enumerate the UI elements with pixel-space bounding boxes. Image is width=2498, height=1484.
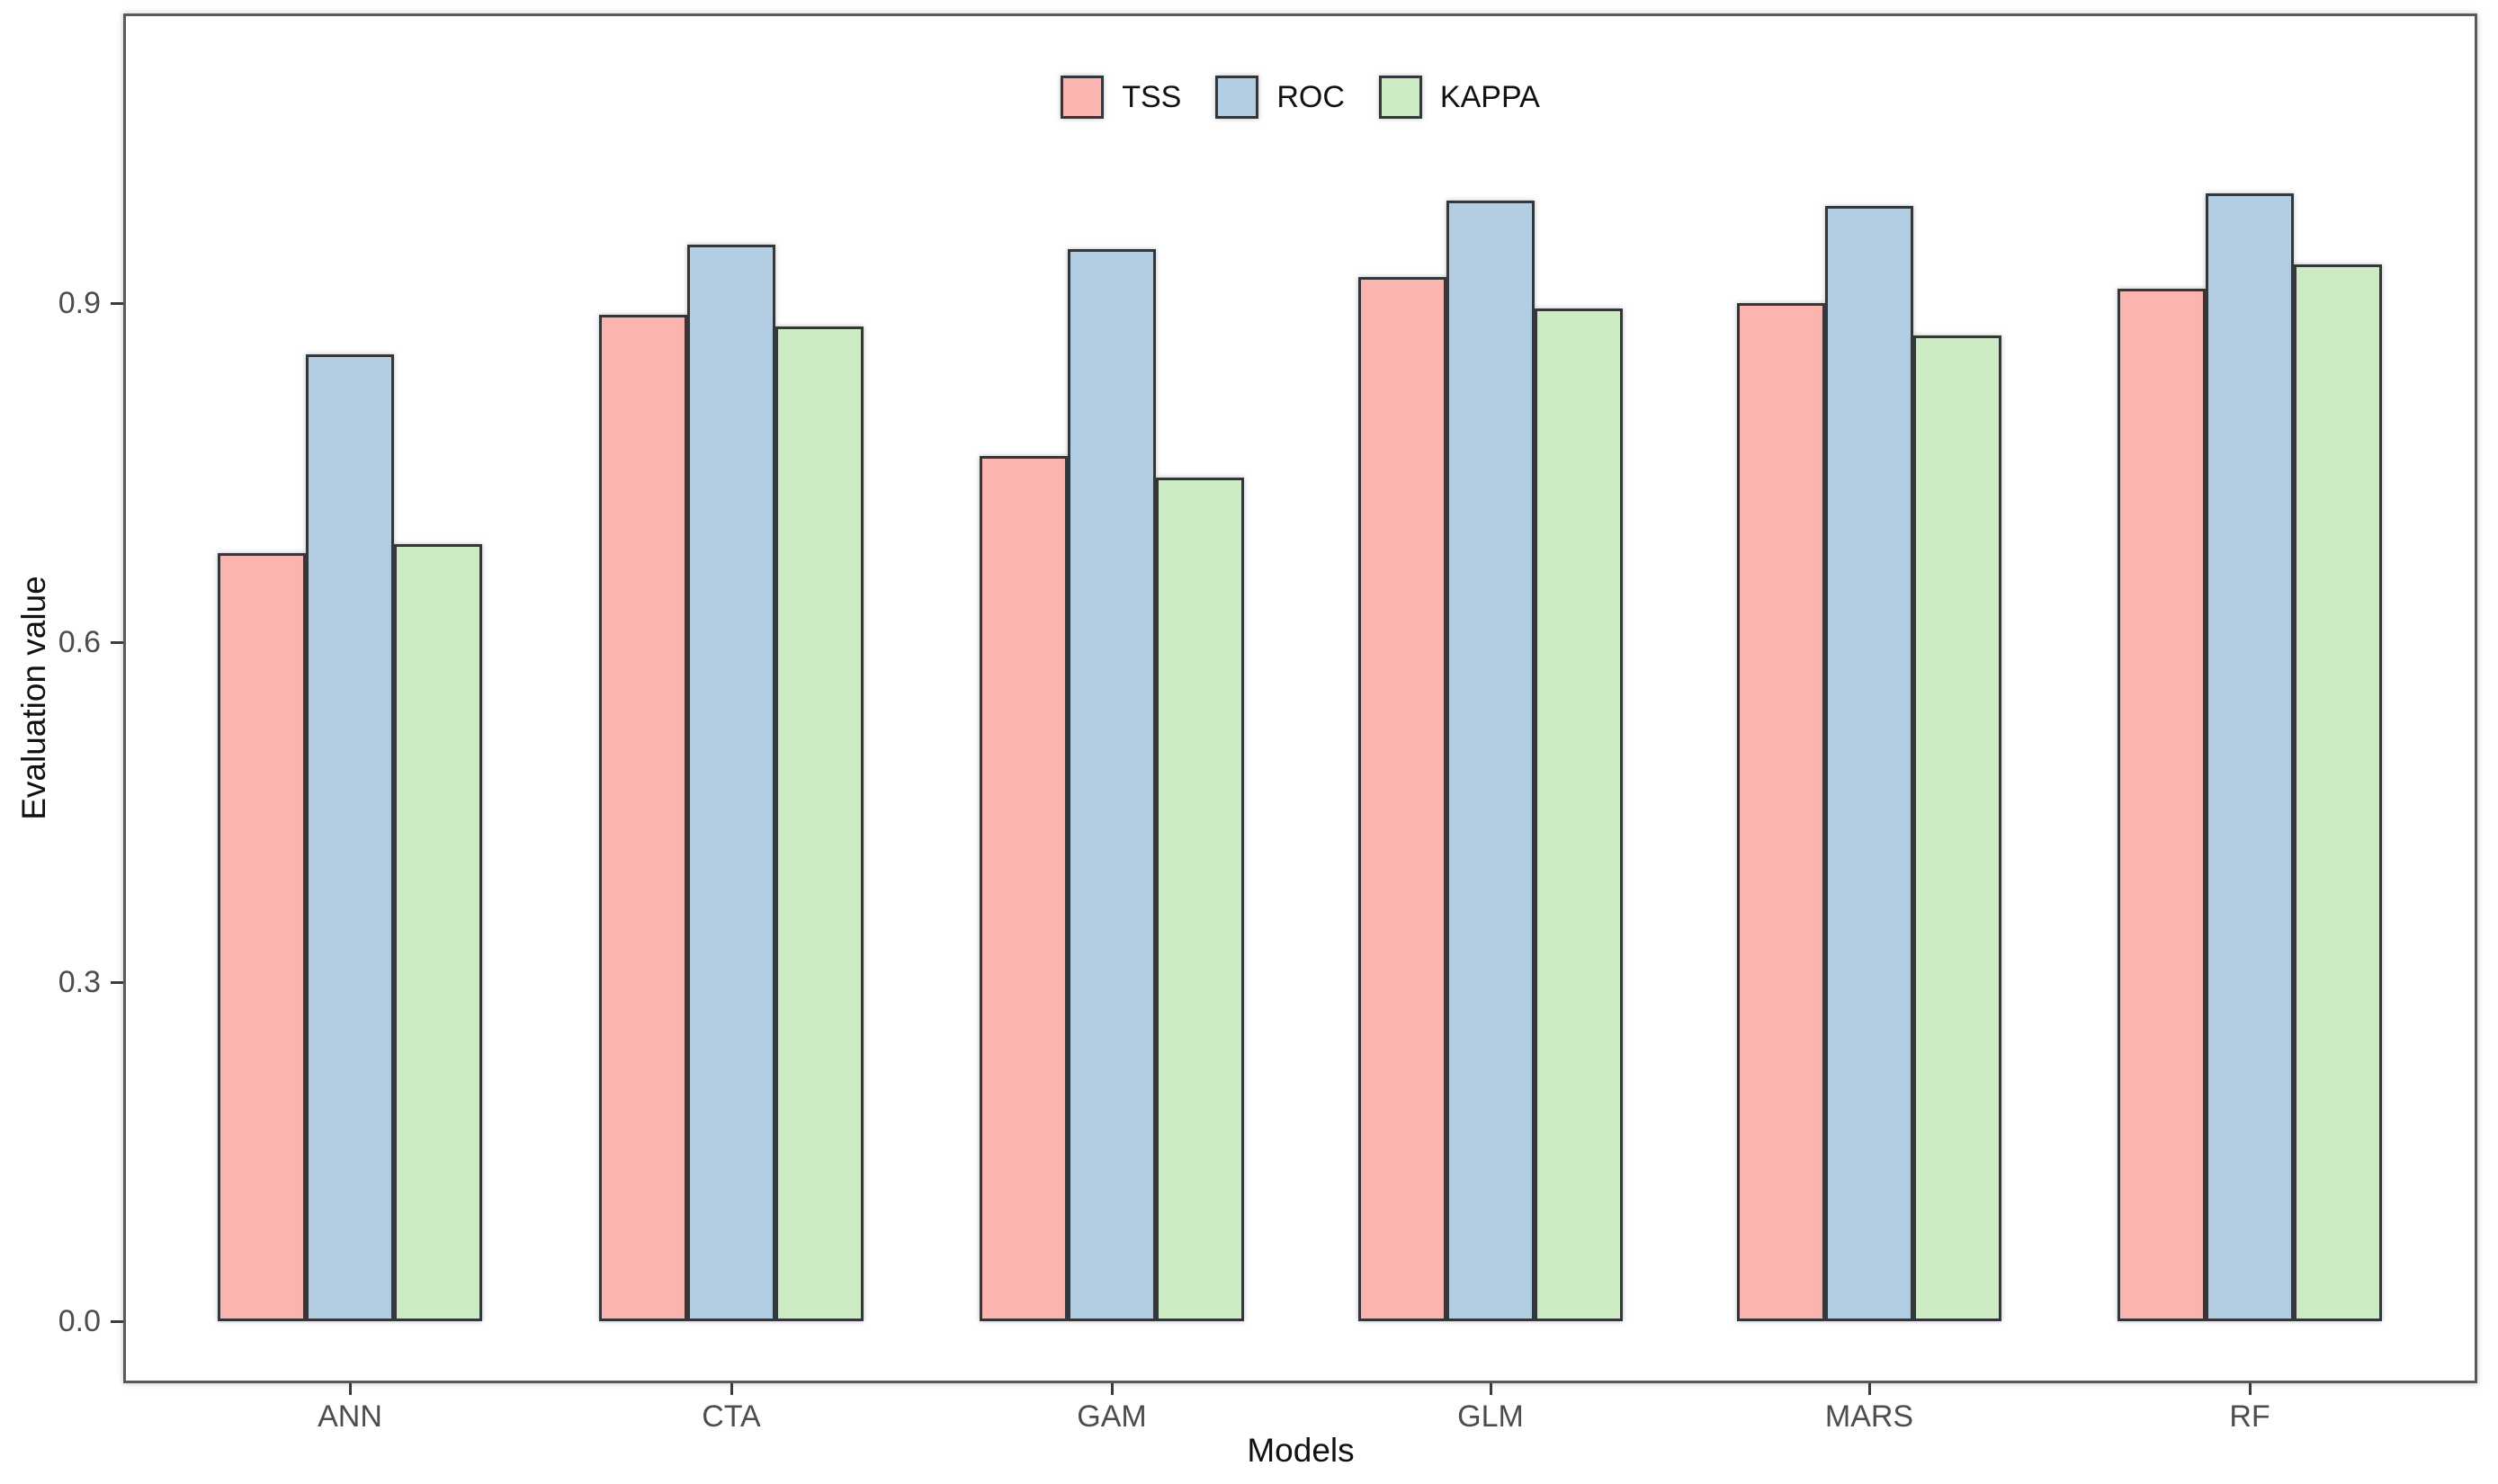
legend-label: ROC bbox=[1276, 79, 1345, 114]
y-tick-mark bbox=[111, 302, 123, 305]
x-tick-label-cta: CTA bbox=[702, 1399, 761, 1434]
legend-key-swatch bbox=[1378, 76, 1422, 119]
legend-item-tss: TSS bbox=[1061, 76, 1181, 119]
y-tick-label: 0.0 bbox=[58, 1304, 101, 1338]
x-tick-mark bbox=[1490, 1383, 1492, 1395]
y-tick-mark bbox=[111, 1320, 123, 1323]
bar-ann-roc bbox=[306, 354, 394, 1321]
bar-glm-kappa bbox=[1535, 308, 1623, 1321]
y-tick-mark bbox=[111, 641, 123, 644]
y-tick-mark bbox=[111, 981, 123, 984]
y-axis-title: Evaluation value bbox=[15, 576, 52, 820]
y-tick-label: 0.9 bbox=[58, 286, 101, 320]
bar-mars-kappa bbox=[1913, 335, 2001, 1321]
bar-gam-roc bbox=[1068, 249, 1156, 1321]
legend-label: KAPPA bbox=[1439, 79, 1540, 114]
bar-ann-kappa bbox=[394, 544, 482, 1321]
x-tick-mark bbox=[1868, 1383, 1871, 1395]
x-tick-mark bbox=[349, 1383, 352, 1395]
bar-cta-kappa bbox=[775, 326, 864, 1321]
bar-rf-roc bbox=[2206, 193, 2294, 1321]
bar-rf-tss bbox=[2117, 289, 2206, 1321]
y-tick-label: 0.3 bbox=[58, 965, 101, 999]
x-tick-label-gam: GAM bbox=[1077, 1399, 1147, 1434]
bar-rf-kappa bbox=[2294, 264, 2382, 1321]
bar-ann-tss bbox=[218, 553, 306, 1321]
legend-key-swatch bbox=[1061, 76, 1105, 119]
x-tick-label-ann: ANN bbox=[318, 1399, 382, 1434]
bar-gam-tss bbox=[980, 456, 1068, 1321]
bar-gam-kappa bbox=[1156, 478, 1244, 1321]
bar-glm-tss bbox=[1358, 277, 1446, 1321]
legend-item-kappa: KAPPA bbox=[1378, 76, 1540, 119]
bar-cta-roc bbox=[687, 245, 775, 1321]
legend-item-roc: ROC bbox=[1215, 76, 1345, 119]
bar-mars-roc bbox=[1825, 206, 1913, 1321]
x-tick-label-glm: GLM bbox=[1457, 1399, 1524, 1434]
x-tick-mark bbox=[1111, 1383, 1114, 1395]
x-axis-title: Models bbox=[1247, 1432, 1355, 1469]
bar-glm-roc bbox=[1446, 201, 1535, 1321]
legend: TSS ROC KAPPA bbox=[123, 76, 2477, 119]
bar-cta-tss bbox=[599, 315, 687, 1321]
plot-panel bbox=[123, 13, 2477, 1383]
x-tick-mark bbox=[730, 1383, 733, 1395]
legend-key-swatch bbox=[1215, 76, 1259, 119]
x-tick-label-mars: MARS bbox=[1824, 1399, 1914, 1434]
x-tick-label-rf: RF bbox=[2229, 1399, 2270, 1434]
x-tick-mark bbox=[2249, 1383, 2252, 1395]
legend-label: TSS bbox=[1122, 79, 1182, 114]
y-tick-label: 0.6 bbox=[58, 625, 101, 659]
bar-mars-tss bbox=[1737, 303, 1825, 1321]
